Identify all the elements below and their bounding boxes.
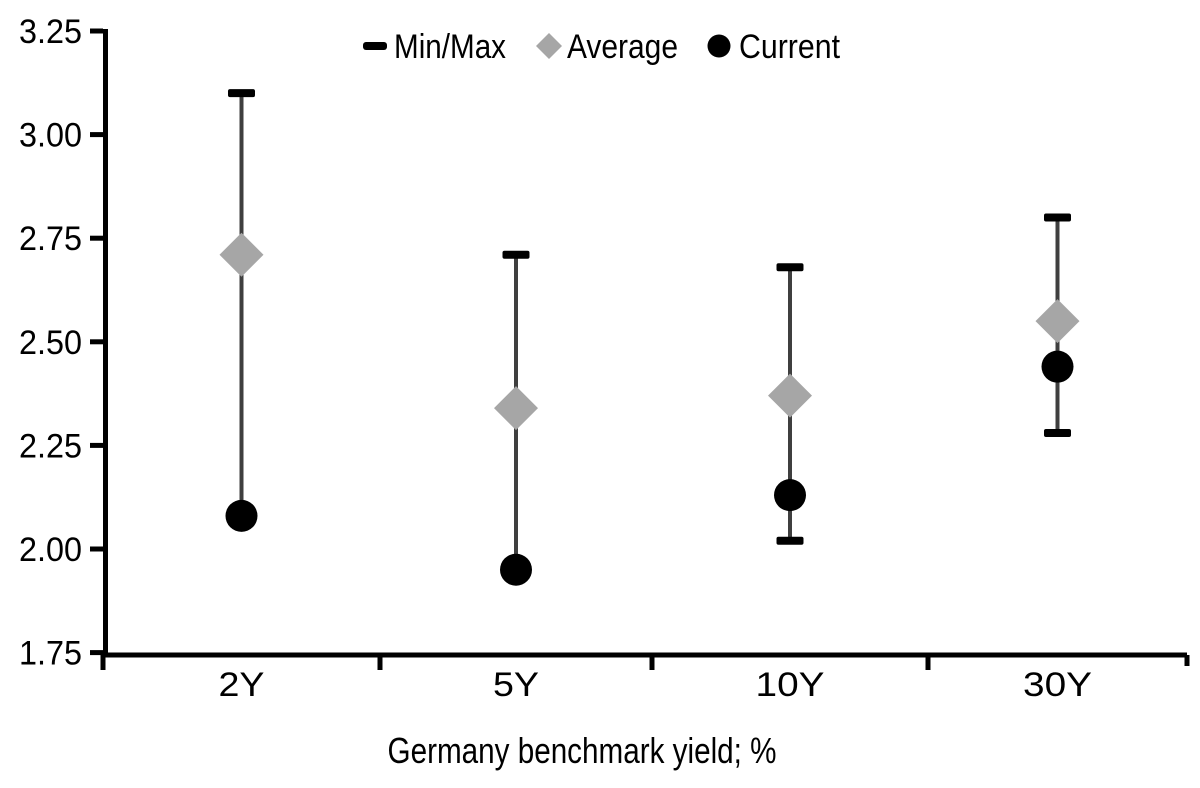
y-tick-label: 2.75 bbox=[19, 220, 82, 258]
minmax-dash-icon bbox=[363, 42, 387, 50]
min-cap-marker bbox=[1044, 428, 1071, 437]
x-category-label: 30Y bbox=[1023, 666, 1092, 704]
min-cap-marker bbox=[776, 536, 804, 545]
current-circle-marker bbox=[225, 499, 258, 532]
y-tick-label: 3.00 bbox=[19, 117, 82, 155]
average-diamond-marker bbox=[494, 386, 538, 431]
x-axis-title: Germany benchmark yield; % bbox=[388, 730, 777, 771]
x-category-label: 5Y bbox=[493, 666, 539, 704]
average-diamond-marker bbox=[219, 232, 264, 277]
x-category-label: 2Y bbox=[219, 666, 265, 704]
category-group-30y bbox=[1035, 213, 1080, 437]
max-cap-marker bbox=[1044, 213, 1071, 222]
average-diamond-icon bbox=[536, 33, 562, 59]
current-circle-marker bbox=[500, 553, 532, 586]
legend: Min/Max Average Current bbox=[363, 28, 840, 66]
category-group-10y bbox=[768, 263, 812, 545]
current-circle-marker bbox=[1041, 350, 1074, 383]
max-cap-marker bbox=[776, 263, 804, 272]
max-cap-marker bbox=[502, 250, 530, 259]
current-circle-icon bbox=[707, 34, 731, 58]
x-category-label: 10Y bbox=[756, 666, 825, 704]
max-cap-marker bbox=[228, 89, 255, 98]
legend-label-current: Current bbox=[739, 28, 840, 66]
y-tick-label: 2.50 bbox=[19, 324, 82, 362]
category-group-5y bbox=[494, 250, 538, 586]
y-tick-label: 2.25 bbox=[19, 427, 82, 465]
y-tick-label: 1.75 bbox=[19, 635, 82, 673]
current-circle-marker bbox=[774, 479, 806, 512]
y-tick-label: 2.00 bbox=[19, 531, 82, 569]
average-diamond-marker bbox=[768, 373, 812, 418]
category-group-2y bbox=[219, 89, 264, 532]
legend-label-minmax: Min/Max bbox=[394, 28, 506, 66]
legend-label-average: Average bbox=[567, 28, 678, 66]
average-diamond-marker bbox=[1035, 299, 1080, 344]
y-tick-label: 3.25 bbox=[19, 13, 82, 51]
